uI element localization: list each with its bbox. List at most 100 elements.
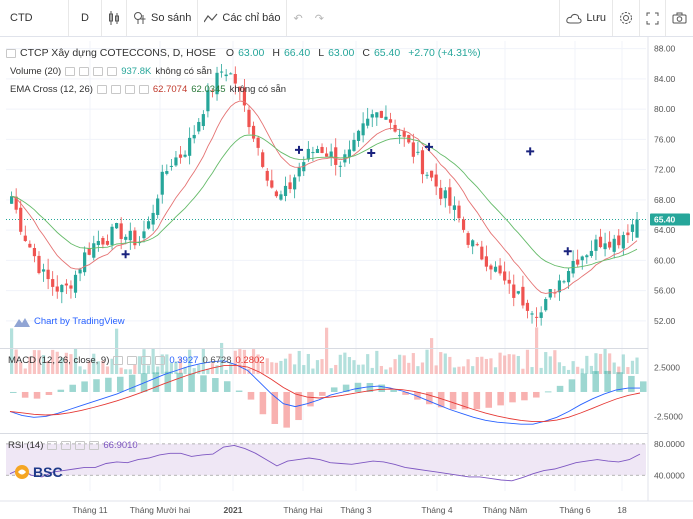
volume-bar <box>384 369 388 374</box>
volume-bar <box>448 356 452 374</box>
tradingview-link[interactable]: Chart by TradingView <box>14 316 125 327</box>
volume-bar <box>288 353 292 374</box>
eye-icon[interactable] <box>65 67 76 76</box>
eye-icon[interactable] <box>96 85 107 94</box>
macd-hist-bar <box>69 384 76 392</box>
more-icon[interactable] <box>138 85 149 94</box>
symbol-label: CTD <box>10 12 33 24</box>
volume-bar <box>576 366 580 374</box>
change-value: +2.70 (+4.31%) <box>408 47 481 59</box>
rsi-pane <box>6 443 646 482</box>
candle-body <box>192 134 196 139</box>
volume-bar <box>220 342 224 374</box>
volume-bars <box>10 327 639 374</box>
close-icon[interactable] <box>124 85 135 94</box>
undo-button[interactable]: ↶ <box>287 0 308 36</box>
candle-body <box>110 226 114 245</box>
ema-cross-marker <box>526 147 535 156</box>
camera-icon <box>672 12 687 24</box>
tradingview-icon <box>14 317 30 327</box>
volume-bar <box>261 362 265 374</box>
volume-bar <box>443 353 447 374</box>
more-icon[interactable] <box>89 441 100 450</box>
ema-slow-line <box>11 134 638 269</box>
candle-body <box>247 109 251 128</box>
candle-body <box>343 154 347 163</box>
candle-body <box>274 191 278 197</box>
volume-bar <box>612 362 616 374</box>
settings-icon[interactable] <box>61 441 72 450</box>
indicators-button[interactable]: Các chỉ báo <box>198 0 288 36</box>
macd-hist-bar <box>402 391 409 395</box>
candle-body <box>78 269 82 274</box>
close-icon[interactable] <box>93 67 104 76</box>
volume-bar <box>279 360 283 374</box>
macd-hist-bar <box>81 381 88 392</box>
candlesticks <box>10 64 639 327</box>
pane-separator[interactable] <box>0 433 648 434</box>
settings-icon[interactable] <box>79 67 90 76</box>
rsi-legend: RSI (14) 66.9010 <box>8 440 138 451</box>
macd-hist-bar <box>307 391 314 407</box>
price-chart[interactable]: 88.00 84.00 80.00 76.00 72.00 68.00 64.00 60.00… <box>0 36 693 519</box>
candle-body <box>484 256 488 267</box>
settings-button[interactable] <box>612 0 639 36</box>
close-icon[interactable] <box>141 356 152 365</box>
ema-lines <box>11 100 638 294</box>
more-icon[interactable] <box>155 356 166 365</box>
candle-body <box>366 118 370 126</box>
candle-body <box>612 238 616 252</box>
volume-bar <box>73 348 78 374</box>
close-icon[interactable] <box>75 441 86 450</box>
ema-fast-line <box>11 100 638 294</box>
volume-bar <box>370 367 374 374</box>
volume-bar <box>557 362 562 374</box>
eye-icon[interactable] <box>47 441 58 450</box>
volume-bar <box>229 363 233 374</box>
candle-body <box>535 316 539 318</box>
volume-bar <box>566 369 571 374</box>
macd-hist-bar <box>330 387 338 392</box>
candle-body <box>220 71 224 73</box>
eye-icon[interactable] <box>113 356 124 365</box>
volume-bar <box>512 354 516 374</box>
candle-body <box>156 198 160 215</box>
candle-body <box>60 284 64 293</box>
macd-hist-bar <box>604 370 611 392</box>
candle-body <box>215 72 219 95</box>
volume-bar <box>165 354 169 374</box>
volume-label: Volume (20) <box>10 66 62 77</box>
volume-bar <box>571 361 575 374</box>
macd-hist-bar <box>223 381 231 392</box>
macd-hist-bar <box>521 391 528 401</box>
volume-bar <box>51 349 55 374</box>
compare-button[interactable]: So sánh <box>127 0 199 36</box>
settings-icon[interactable] <box>127 356 138 365</box>
candle-body <box>169 165 173 167</box>
redo-button[interactable]: ↷ <box>309 0 330 36</box>
candle-body <box>261 152 265 167</box>
ema-fast-value: 62.7074 <box>152 84 188 95</box>
save-button[interactable]: Lưu <box>559 0 612 36</box>
candle-body <box>498 265 502 274</box>
candle-body <box>92 243 96 258</box>
volume-bar <box>539 367 543 374</box>
volume-bar <box>553 350 557 374</box>
fullscreen-button[interactable] <box>639 0 665 36</box>
price-tick-label: 52.00 <box>654 316 676 326</box>
volume-bar <box>416 366 420 374</box>
candle-body <box>19 207 23 232</box>
chart-style-button[interactable] <box>102 0 127 36</box>
interval-button[interactable]: D <box>69 0 102 36</box>
candle-body <box>64 283 68 286</box>
snapshot-button[interactable] <box>665 0 693 36</box>
volume-value: 937.8K <box>121 66 152 77</box>
collapse-icon[interactable] <box>6 48 16 58</box>
macd-hist-bar <box>509 391 516 403</box>
more-icon[interactable] <box>107 67 118 76</box>
volume-bar <box>156 366 160 374</box>
volume-bar <box>521 368 525 374</box>
settings-icon[interactable] <box>110 85 121 94</box>
pane-separator[interactable] <box>0 348 648 349</box>
symbol-search[interactable]: CTD <box>0 0 69 36</box>
